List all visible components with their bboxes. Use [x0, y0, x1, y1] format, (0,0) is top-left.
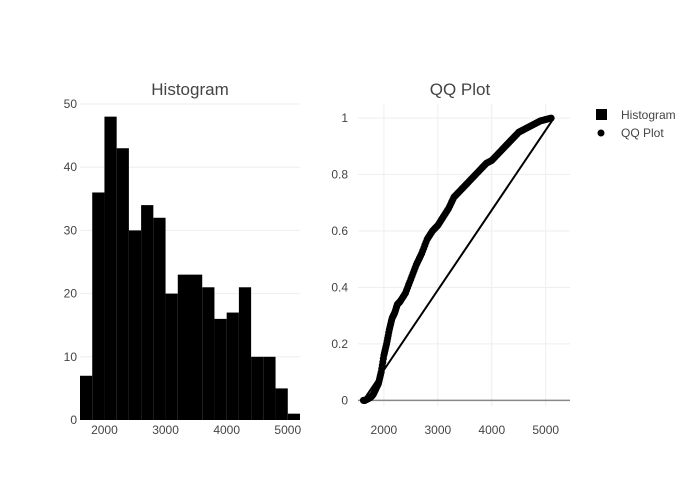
legend-item-qq-plot[interactable]: QQ Plot [597, 126, 665, 140]
histogram-bar [190, 274, 203, 420]
histogram-bars [80, 116, 300, 421]
histogram-y-tick-label: 10 [64, 350, 78, 364]
legend-label-histogram: Histogram [621, 108, 676, 122]
histogram-bar [226, 312, 239, 420]
histogram-bar [238, 287, 252, 420]
histogram-title: Histogram [151, 80, 228, 99]
qq-plot-gridlines [358, 104, 570, 406]
qq-plot-y-tick-label: 0.4 [331, 280, 348, 294]
qq-plot-x-tick-label: 4000 [478, 423, 505, 437]
qq-plot-x-tick-label: 3000 [424, 423, 451, 437]
qq-plot-y-tick-label: 0.8 [331, 168, 348, 182]
histogram-bar [263, 356, 276, 420]
qq-plot-title: QQ Plot [430, 80, 491, 99]
histogram-y-tick-label: 50 [64, 97, 78, 111]
histogram-y-tick-label: 0 [70, 413, 77, 427]
histogram-y-ticks: 0 10 20 30 40 50 [64, 97, 78, 427]
qq-plot-y-tick-label: 0.6 [331, 224, 348, 238]
qq-plot-x-ticks: 2000 3000 4000 5000 [371, 423, 560, 437]
histogram-y-tick-label: 40 [64, 160, 78, 174]
histogram-bar [104, 116, 117, 420]
qq-plot-y-tick-label: 0.2 [331, 337, 348, 351]
qq-plot-y-tick-label: 1 [341, 111, 348, 125]
histogram-bar [214, 318, 227, 420]
qq-plot-panel: 2000 3000 4000 5000 0 0.2 0.4 0.6 0.8 1 QQ Plot [331, 80, 570, 437]
qq-plot-reference-line [362, 117, 555, 401]
legend-circle-icon [597, 129, 605, 137]
qq-plot-x-tick-label: 2000 [371, 423, 398, 437]
qq-plot-point [547, 114, 555, 122]
histogram-x-ticks: 2000 3000 4000 5000 [91, 423, 301, 437]
histogram-bar [177, 274, 190, 420]
qq-plot-marks [359, 114, 555, 404]
histogram-bar [92, 192, 105, 420]
histogram-bar [165, 293, 178, 420]
legend-square-icon [596, 109, 607, 120]
histogram-bar [141, 205, 154, 420]
histogram-bar [275, 388, 288, 420]
histogram-bar [202, 287, 215, 420]
histogram-bar [153, 217, 166, 420]
qq-plot-y-tick-label: 0 [341, 393, 348, 407]
histogram-bar [251, 356, 264, 420]
legend-item-histogram[interactable]: Histogram [596, 108, 676, 122]
histogram-x-tick-label: 3000 [152, 423, 179, 437]
histogram-y-tick-label: 20 [64, 287, 78, 301]
histogram-x-tick-label: 2000 [91, 423, 118, 437]
histogram-x-tick-label: 4000 [213, 423, 240, 437]
histogram-x-tick-label: 5000 [274, 423, 301, 437]
qq-plot-y-ticks: 0 0.2 0.4 0.6 0.8 1 [331, 111, 348, 407]
histogram-bar [128, 230, 142, 420]
qq-plot-x-tick-label: 5000 [532, 423, 559, 437]
histogram-bar [287, 413, 300, 420]
histogram-bar [80, 375, 93, 420]
histogram-y-tick-label: 30 [64, 223, 78, 237]
histogram-bar [116, 148, 129, 421]
legend[interactable]: Histogram QQ Plot [596, 108, 676, 140]
legend-label-qq-plot: QQ Plot [621, 126, 664, 140]
histogram-panel: 2000 3000 4000 5000 0 10 20 30 40 50 Histogram [64, 80, 302, 437]
